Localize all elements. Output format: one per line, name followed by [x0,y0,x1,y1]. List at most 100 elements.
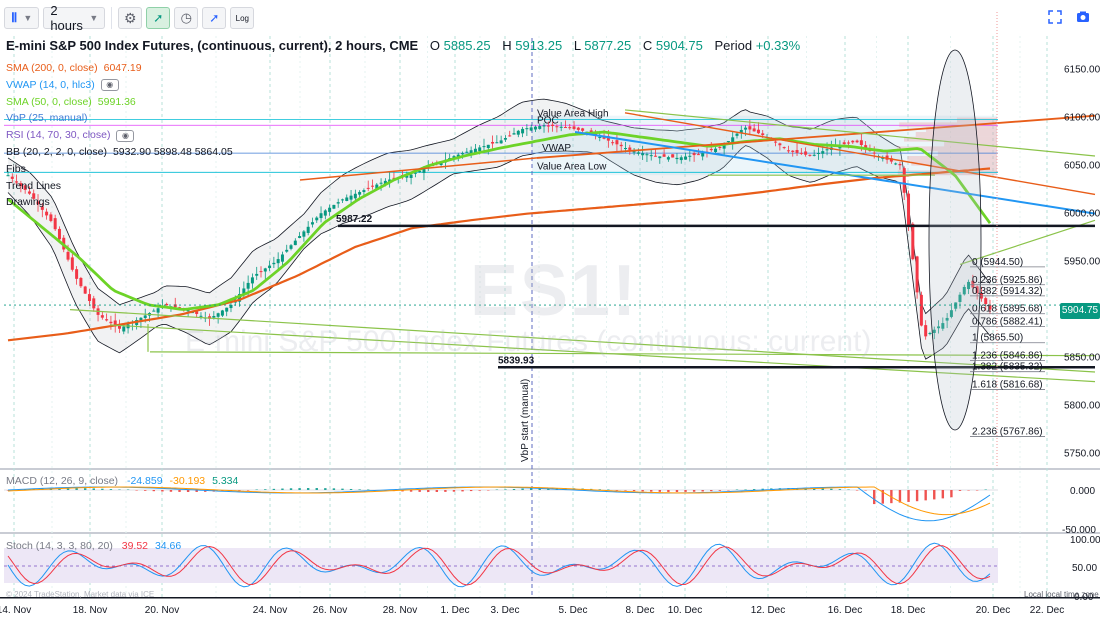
macd-histogram-bar [512,488,516,490]
candle-body [276,259,280,264]
candle-body [508,135,512,137]
indicator-vbp[interactable]: VbP (25, manual) [6,110,233,127]
candle-body [328,207,332,212]
candle-body [628,147,632,150]
candle-body [984,298,988,305]
candle-body [898,164,902,166]
stoch-d-value: 34.66 [154,540,182,552]
fib-level-label: 1.618 (5816.68) [972,380,1043,391]
drawing-tool-button[interactable]: ➚ [202,7,227,29]
macd-histogram-bar [469,490,473,492]
fib-level-label: 0.382 (5914.32) [972,286,1043,297]
candle-body [752,128,756,132]
candle-body [774,141,778,143]
candle-body [812,154,816,156]
candle-body [461,153,465,155]
candle-body [491,141,495,144]
stoch-legend[interactable]: Stoch (14, 3, 3, 80, 20) 39.52 34.66 [6,540,181,552]
candle-body [662,154,666,157]
candle-body [855,140,859,143]
macd-histogram-bar [529,488,533,490]
price-axis-tick: 6100.00 [1064,113,1100,124]
candle-body [555,126,559,128]
open-value: 5885.25 [443,38,491,53]
stoch-d-line [7,545,991,586]
eye-icon[interactable]: ◉ [100,79,119,92]
indicator-rsi[interactable]: RSI (14, 70, 30, close) ◉ [6,127,233,144]
candle-body [679,157,683,161]
price-axis-tick: 5750.00 [1064,449,1100,460]
vbp-bar [911,160,997,166]
candle-body [859,140,863,145]
macd-histogram-bar [135,490,138,491]
candle-body [641,153,645,156]
candle-body [19,183,23,187]
indicator-vwap[interactable]: VWAP (14, 0, hlc3) ◉ [6,77,233,94]
candle-body [379,182,383,184]
indicator-sma200[interactable]: SMA (200, 0, close) 6047.19 [6,60,233,77]
time-axis-line [0,597,1100,599]
candle-body [791,150,795,152]
vbp-bar [907,156,997,161]
candle-body [808,154,812,156]
clock-button[interactable]: ◷ [174,7,199,29]
macd-histogram-bar [632,490,636,491]
crosshair-button[interactable]: ➚ [146,7,171,29]
candle-body [349,195,353,200]
candle-body [778,143,782,146]
fib-level-label: 0.618 (5895.68) [972,304,1043,315]
macd-legend[interactable]: MACD (12, 26, 9, close) -24.859 -30.193 … [6,475,238,487]
candle-body [268,265,272,269]
indicator-label: Fibs [6,162,26,175]
macd-histogram-bar [452,490,456,492]
macd-histogram-bar [752,489,756,490]
log-scale-button[interactable]: Log [230,7,255,29]
candle-body [220,310,224,316]
candle-body [409,174,413,178]
interval-select[interactable]: 2 hours ▼ [43,3,106,33]
camera-icon[interactable] [1076,10,1090,24]
macd-histogram-bar [641,490,644,492]
candle-body [559,126,563,128]
macd-histogram-bar [941,490,945,499]
fib-level-label: 1 (5865.50) [972,333,1023,344]
indicator-sma50[interactable]: SMA (50, 0, close) 5991.36 [6,94,233,111]
candle-body [889,158,893,162]
candle-body [529,127,533,131]
macd-histogram-bar [101,488,104,490]
candle-body [6,175,10,177]
interval-value: 2 hours [50,3,83,33]
macd-histogram-bar [66,488,70,490]
indicator-drawings[interactable]: Drawings [6,194,233,211]
indicator-label: BB (20, 2, 2, 0, close) [6,145,107,158]
indicator-fibs[interactable]: Fibs [6,161,233,178]
macd-histogram-bar [958,490,962,491]
fullscreen-icon[interactable] [1048,10,1062,24]
candle-body [971,280,975,288]
open-label: O [429,38,440,53]
macd-histogram-bar [873,490,876,505]
candle-body [761,133,765,136]
ellipse-drawing [928,49,982,431]
trend-line [149,351,1096,357]
candle-body [32,193,36,199]
trend-line-icon: ➚ [209,11,220,25]
candle-body [366,187,370,189]
chart-type-button[interactable]: Ⅱ ▼ [4,7,40,29]
time-axis-label: 10. Dec [668,605,702,616]
macd-histogram-bar [624,490,627,491]
indicator-trend-lines[interactable]: Trend Lines [6,178,233,195]
settings-button[interactable]: ⚙ [118,7,143,29]
indicator-bb[interactable]: BB (20, 2, 2, 0, close) 5932.90 5898.48 5… [6,144,233,161]
candle-body [238,293,242,302]
macd-histogram-bar [744,489,747,490]
candle-body [962,286,966,295]
candle-body [645,154,649,156]
candle-body [280,254,284,262]
candle-body [53,218,57,230]
candle-body [563,127,567,129]
eye-icon[interactable]: ◉ [116,129,135,142]
vbp-bar [926,127,997,132]
candle-body [10,176,14,179]
